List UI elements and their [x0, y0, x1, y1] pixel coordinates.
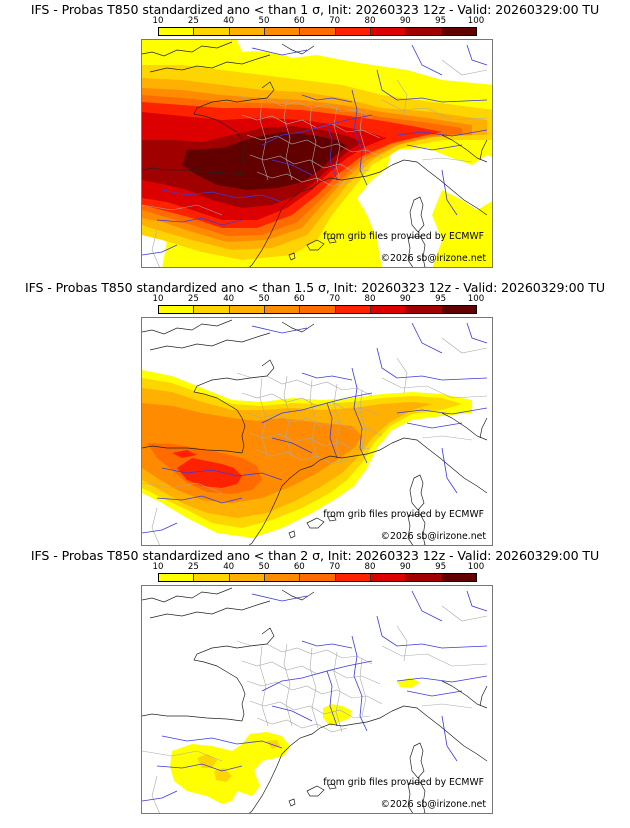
prob-area-10	[323, 704, 352, 726]
panel-1-5-sigma: IFS - Probas T850 standardized ano < tha…	[0, 278, 630, 546]
prob-area-10	[170, 732, 290, 804]
colorbar-ticks: 10 25 40 50 60 70 80 90 95 100	[153, 294, 485, 305]
map-svg	[142, 319, 488, 545]
colorbar-segment	[264, 28, 301, 35]
colorbar-segment	[300, 28, 336, 35]
colorbar-segment	[335, 574, 371, 581]
colorbar	[158, 27, 477, 36]
prob-area-70	[172, 450, 197, 458]
colorbar-segment	[335, 306, 371, 313]
colorbar-segment	[264, 574, 301, 581]
colorbar-segment	[300, 574, 336, 581]
colorbar-tick: 80	[364, 294, 376, 304]
colorbar-tick: 10	[152, 562, 164, 572]
map-svg	[142, 587, 488, 813]
colorbar-tick: 90	[399, 562, 411, 572]
prob-area-25	[214, 768, 232, 782]
colorbar-segment	[441, 306, 476, 313]
colorbar-segment	[159, 574, 195, 581]
colorbar-segment	[229, 28, 265, 35]
prob-area-95	[182, 132, 347, 190]
map-svg	[142, 40, 492, 267]
probability-map: from grib files provided by ECMWF ©2026 …	[141, 317, 493, 546]
colorbar-tick: 70	[329, 294, 341, 304]
colorbar-tick: 10	[152, 294, 164, 304]
panel-title: IFS - Probas T850 standardized ano < tha…	[30, 2, 600, 17]
colorbar-segment	[370, 28, 407, 35]
prob-gap	[402, 40, 492, 72]
colorbar-segment	[229, 306, 265, 313]
probability-map: from grib files provided by ECMWF ©2026 …	[141, 39, 493, 268]
colorbar-tick: 60	[293, 294, 305, 304]
colorbar-tick: 60	[293, 16, 305, 26]
colorbar-tick: 80	[364, 16, 376, 26]
colorbar-tick: 40	[223, 562, 235, 572]
colorbar-tick: 50	[258, 16, 270, 26]
colorbar-tick: 100	[467, 294, 485, 304]
colorbar-tick: 95	[435, 562, 447, 572]
panel-1-sigma: IFS - Probas T850 standardized ano < tha…	[0, 0, 630, 268]
probability-map: from grib files provided by ECMWF ©2026 …	[141, 585, 493, 814]
colorbar	[158, 573, 477, 582]
prob-area-25	[267, 740, 280, 749]
colorbar-segment	[406, 574, 442, 581]
copyright-credit: ©2026 sb@irizone.net	[380, 253, 486, 264]
colorbar-segment	[406, 28, 442, 35]
colorbar-ticks: 10 25 40 50 60 70 80 90 95 100	[153, 562, 485, 573]
panel-2-sigma: IFS - Probas T850 standardized ano < tha…	[0, 546, 630, 814]
prob-gap	[237, 40, 317, 55]
colorbar-segment	[194, 28, 230, 35]
colorbar-tick: 25	[187, 16, 199, 26]
colorbar-tick: 60	[293, 562, 305, 572]
source-credit: from grib files provided by ECMWF	[323, 777, 484, 788]
colorbar-tick: 70	[329, 562, 341, 572]
colorbar-tick: 100	[467, 16, 485, 26]
colorbar-segment	[159, 306, 195, 313]
colorbar	[158, 305, 477, 314]
colorbar-segment	[406, 306, 442, 313]
colorbar-tick: 25	[187, 294, 199, 304]
colorbar-segment	[370, 574, 407, 581]
prob-area-25	[197, 754, 217, 768]
colorbar-tick: 40	[223, 16, 235, 26]
colorbar-tick: 40	[223, 294, 235, 304]
prob-area-70	[177, 458, 242, 488]
colorbar-tick: 25	[187, 562, 199, 572]
colorbar-ticks: 10 25 40 50 60 70 80 90 95 100	[153, 16, 485, 27]
colorbar-tick: 90	[399, 294, 411, 304]
colorbar-segment	[441, 28, 476, 35]
colorbar-segment	[159, 28, 195, 35]
prob-gap	[357, 148, 492, 267]
colorbar-segment	[194, 306, 230, 313]
source-credit: from grib files provided by ECMWF	[323, 509, 484, 520]
panel-title: IFS - Probas T850 standardized ano < tha…	[24, 280, 606, 295]
colorbar-tick: 95	[435, 16, 447, 26]
colorbar-segment	[229, 574, 265, 581]
colorbar-tick: 80	[364, 562, 376, 572]
colorbar-tick: 90	[399, 16, 411, 26]
colorbar-segment	[370, 306, 407, 313]
colorbar-tick: 70	[329, 16, 341, 26]
colorbar-segment	[441, 574, 476, 581]
colorbar-tick: 50	[258, 562, 270, 572]
colorbar-tick: 100	[467, 562, 485, 572]
panel-title: IFS - Probas T850 standardized ano < tha…	[30, 548, 600, 563]
colorbar-tick: 50	[258, 294, 270, 304]
colorbar-tick: 10	[152, 16, 164, 26]
colorbar-segment	[300, 306, 336, 313]
colorbar-tick: 95	[435, 294, 447, 304]
copyright-credit: ©2026 sb@irizone.net	[380, 799, 486, 810]
colorbar-segment	[335, 28, 371, 35]
colorbar-segment	[264, 306, 301, 313]
copyright-credit: ©2026 sb@irizone.net	[380, 531, 486, 542]
colorbar-segment	[194, 574, 230, 581]
source-credit: from grib files provided by ECMWF	[323, 231, 484, 242]
